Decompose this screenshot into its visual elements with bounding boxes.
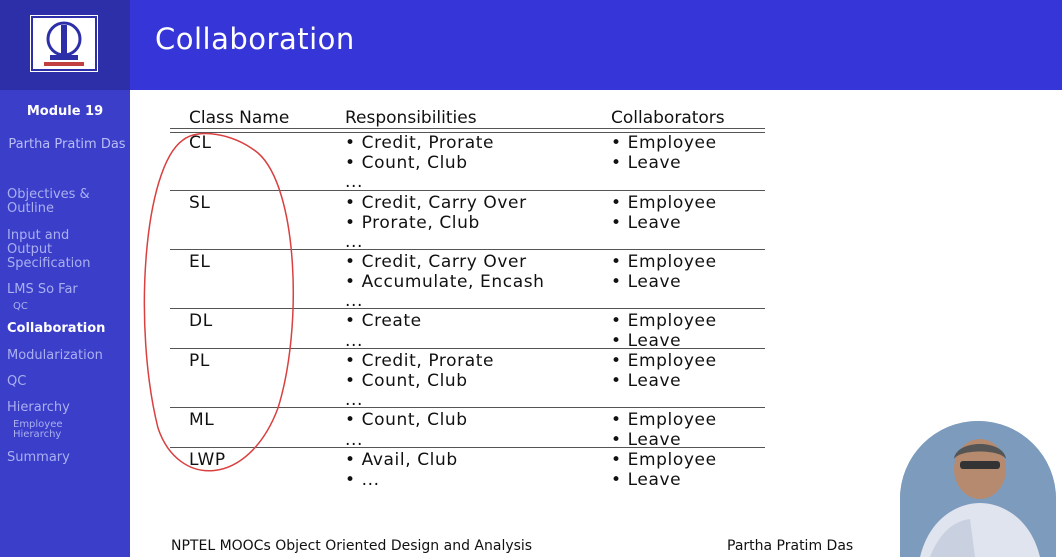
- sidebar-item-summary[interactable]: Summary: [7, 450, 70, 465]
- responsibility-item: • Accumulate, Encash: [345, 271, 545, 292]
- responsibility-item: • Count, Club: [345, 370, 468, 391]
- responsibility-item: • Credit, Carry Over: [345, 193, 527, 213]
- responsibility-item: • Credit, Prorate: [345, 133, 495, 153]
- collaborator-item: • Leave: [611, 152, 682, 173]
- responsibility-item: • Credit, Carry Over: [345, 252, 527, 272]
- sidebar-item-collaboration[interactable]: Collaboration: [7, 321, 106, 336]
- class-name-cell: PL: [189, 351, 210, 371]
- responsibility-item: ...: [345, 291, 364, 312]
- collaborator-item: • Employee: [611, 311, 717, 331]
- logo-box: [0, 0, 130, 90]
- sidebar: [0, 0, 130, 557]
- sidebar-subitem-qc[interactable]: QC: [13, 301, 28, 312]
- responsibility-item: • ...: [345, 469, 380, 490]
- collaborator-item: • Leave: [611, 469, 682, 490]
- presenter-video: [900, 421, 1056, 557]
- sidebar-subitem-employee-hierarchy[interactable]: Employee Hierarchy: [13, 419, 63, 440]
- row-divider: [170, 249, 765, 250]
- sidebar-item-modularization[interactable]: Modularization: [7, 348, 103, 363]
- responsibility-item: • Count, Club: [345, 152, 468, 173]
- institute-logo: [30, 15, 98, 72]
- slide-header: [130, 0, 1062, 90]
- responsibility-item: ...: [345, 390, 364, 411]
- sidebar-item-hierarchy[interactable]: Hierarchy: [7, 400, 70, 415]
- responsibility-item: ...: [345, 429, 364, 450]
- collaborator-item: • Employee: [611, 410, 717, 430]
- sidebar-item-objectives[interactable]: Objectives & Outline: [7, 187, 90, 216]
- collaborator-item: • Leave: [611, 212, 682, 233]
- collaborator-item: • Leave: [611, 370, 682, 391]
- annotation-ellipse: [143, 132, 295, 472]
- collaborator-item: • Leave: [611, 271, 682, 292]
- class-name-cell: DL: [189, 311, 213, 331]
- author-name: Partha Pratim Das: [8, 137, 126, 152]
- column-header-collaborators: Collaborators: [611, 108, 725, 128]
- header-rule-double: [170, 132, 765, 133]
- row-divider: [170, 407, 765, 408]
- footer-author: Partha Pratim Das: [727, 538, 854, 554]
- collaborator-item: • Leave: [611, 429, 682, 450]
- header-rule: [170, 128, 765, 129]
- responsibility-item: ...: [345, 172, 364, 193]
- responsibility-item: • Create: [345, 311, 422, 331]
- collaborator-item: • Employee: [611, 193, 717, 213]
- responsibility-item: • Avail, Club: [345, 450, 458, 470]
- column-header-responsibilities: Responsibilities: [345, 108, 477, 128]
- class-name-cell: LWP: [189, 450, 226, 470]
- sidebar-item-io-spec[interactable]: Input and Output Specification: [7, 228, 91, 271]
- row-divider: [170, 190, 765, 191]
- collaborator-item: • Leave: [611, 330, 682, 351]
- row-divider: [170, 447, 765, 448]
- sidebar-item-lms[interactable]: LMS So Far: [7, 282, 78, 297]
- responsibility-item: ...: [345, 232, 364, 253]
- row-divider: [170, 348, 765, 349]
- collaborator-item: • Employee: [611, 450, 717, 470]
- collaborator-item: • Employee: [611, 252, 717, 272]
- responsibility-item: • Prorate, Club: [345, 212, 480, 233]
- collaborator-item: • Employee: [611, 133, 717, 153]
- class-name-cell: SL: [189, 193, 211, 213]
- footer-course: NPTEL MOOCs Object Oriented Design and A…: [171, 538, 533, 554]
- page-title: Collaboration: [155, 22, 355, 56]
- module-label: Module 19: [26, 104, 104, 119]
- responsibility-item: • Credit, Prorate: [345, 351, 495, 371]
- column-header-class-name: Class Name: [189, 108, 290, 128]
- class-name-cell: EL: [189, 252, 211, 272]
- collaborator-item: • Employee: [611, 351, 717, 371]
- responsibility-item: ...: [345, 330, 364, 351]
- class-name-cell: ML: [189, 410, 215, 430]
- class-name-cell: CL: [189, 133, 212, 153]
- sidebar-item-qc[interactable]: QC: [7, 374, 27, 389]
- row-divider: [170, 308, 765, 309]
- responsibility-item: • Count, Club: [345, 410, 468, 430]
